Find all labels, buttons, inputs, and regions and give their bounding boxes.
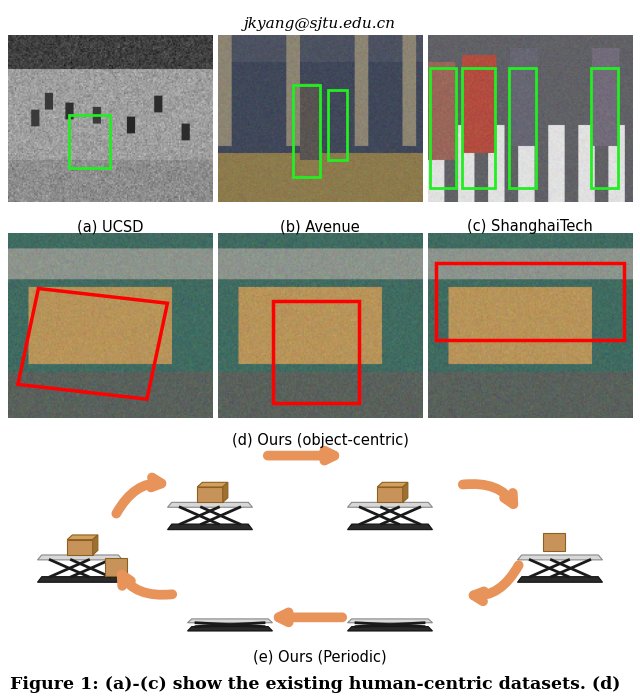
Polygon shape xyxy=(93,535,98,555)
Bar xyxy=(377,487,403,503)
Bar xyxy=(197,487,223,503)
Text: (e) Ours (Periodic): (e) Ours (Periodic) xyxy=(253,649,387,665)
Bar xyxy=(293,85,320,177)
Bar xyxy=(509,68,536,189)
Polygon shape xyxy=(518,555,602,560)
Polygon shape xyxy=(403,482,408,503)
Bar xyxy=(273,301,359,403)
Bar xyxy=(543,533,565,551)
Text: Figure 1: (a)-(c) show the existing human-centric datasets. (d): Figure 1: (a)-(c) show the existing huma… xyxy=(10,676,620,693)
Polygon shape xyxy=(197,482,228,487)
Bar xyxy=(591,68,618,189)
Polygon shape xyxy=(348,503,433,507)
Polygon shape xyxy=(67,535,98,539)
Polygon shape xyxy=(168,503,253,507)
Text: (a) UCSD: (a) UCSD xyxy=(77,219,143,235)
Bar xyxy=(69,115,110,168)
Bar xyxy=(429,68,456,189)
Polygon shape xyxy=(168,524,253,530)
Polygon shape xyxy=(223,482,228,503)
Bar xyxy=(436,262,624,340)
Text: (c) ShanghaiTech: (c) ShanghaiTech xyxy=(467,219,593,235)
Text: jkyang@sjtu.edu.cn: jkyang@sjtu.edu.cn xyxy=(244,17,396,31)
Text: (b) Avenue: (b) Avenue xyxy=(280,219,360,235)
Polygon shape xyxy=(348,619,433,623)
Bar xyxy=(105,558,127,576)
Polygon shape xyxy=(38,555,122,560)
Bar xyxy=(328,90,347,160)
Text: (d) Ours (object-centric): (d) Ours (object-centric) xyxy=(232,433,408,448)
Polygon shape xyxy=(188,619,273,623)
Polygon shape xyxy=(518,577,602,583)
Polygon shape xyxy=(188,626,273,631)
Bar xyxy=(462,68,495,189)
Polygon shape xyxy=(348,524,433,530)
Polygon shape xyxy=(348,626,433,631)
Polygon shape xyxy=(377,482,408,487)
Bar xyxy=(67,539,93,555)
Polygon shape xyxy=(38,577,122,583)
